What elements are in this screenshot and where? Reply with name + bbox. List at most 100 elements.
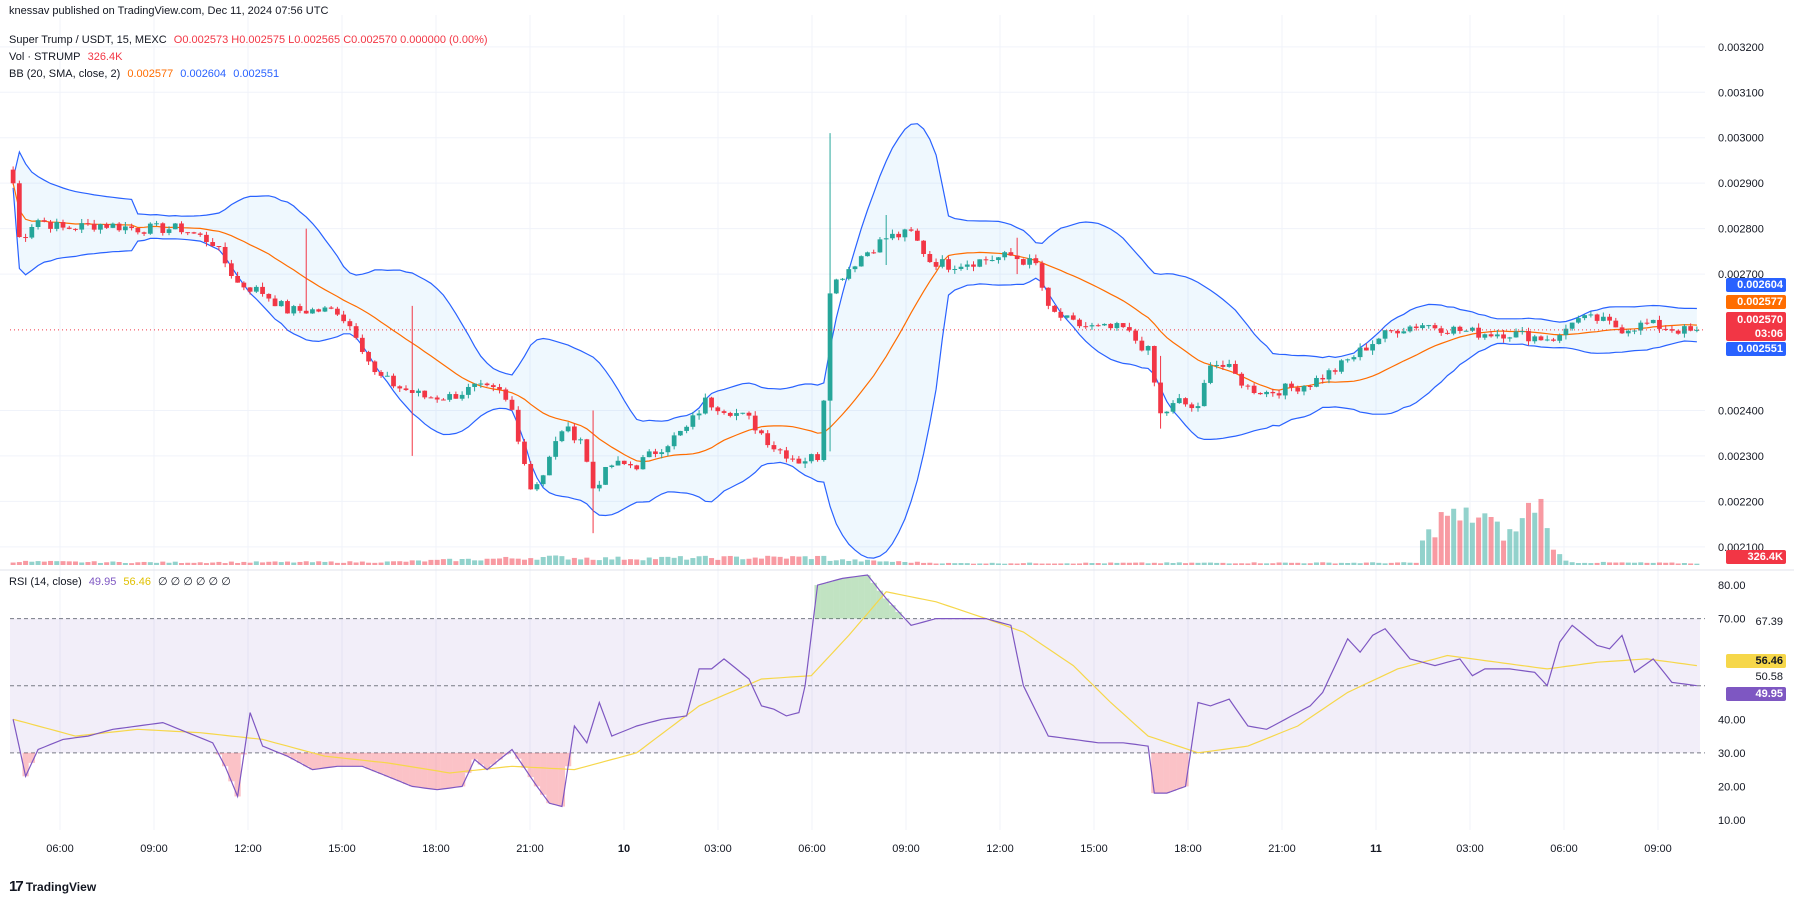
volume-bar: [372, 562, 378, 565]
candle-body: [840, 278, 845, 280]
symbol-label[interactable]: Super Trump / USDT, 15, MEXC: [9, 34, 167, 46]
candle-body: [1301, 385, 1307, 392]
volume-bar: [540, 557, 546, 565]
candle-body: [1376, 338, 1382, 345]
candle-body: [609, 465, 615, 468]
volume-bar: [384, 561, 390, 565]
volume-bar: [1363, 562, 1369, 565]
time-tick-label: 21:00: [516, 843, 544, 855]
volume-label[interactable]: Vol · STRUMP: [9, 51, 81, 63]
volume-bar: [1070, 563, 1076, 565]
candle-body: [709, 397, 714, 408]
rsi-oversold-fill: [558, 752, 566, 807]
volume-bar: [1276, 562, 1282, 565]
candle-body: [596, 484, 602, 489]
candle-body: [91, 223, 97, 230]
volume-bar: [509, 558, 515, 565]
volume-bar: [1145, 563, 1151, 565]
candle-body: [759, 430, 764, 434]
candle-body: [1657, 319, 1662, 329]
volume-bar: [1382, 563, 1388, 565]
volume-bar: [1426, 529, 1432, 565]
rsi-oversold-fill: [290, 752, 297, 760]
volume-bar: [889, 561, 895, 565]
bb-label[interactable]: BB (20, SMA, close, 2): [9, 68, 121, 80]
volume-bar: [91, 561, 97, 565]
candle-body: [1021, 259, 1026, 265]
candle-body: [509, 399, 515, 410]
candle-body: [808, 454, 814, 462]
candle-body: [858, 256, 864, 267]
candle-body: [453, 394, 459, 399]
volume-bar: [671, 557, 677, 565]
candle-body: [746, 412, 752, 416]
candle-body: [634, 465, 640, 470]
candle-body: [1470, 327, 1475, 331]
candle-body: [1494, 334, 1500, 337]
candle-body: [297, 306, 303, 311]
volume-bar: [615, 556, 621, 565]
candle-body: [247, 287, 253, 292]
candle-body: [1407, 326, 1413, 332]
candle-body: [347, 321, 353, 327]
volume-tag: 326.4K: [1726, 550, 1786, 564]
candle-body: [734, 413, 739, 416]
candle-body: [621, 460, 627, 465]
rsi-oversold-fill: [315, 752, 322, 769]
volume-bar: [871, 560, 877, 565]
volume-bar: [1494, 521, 1500, 565]
candle-body: [85, 223, 91, 225]
volume-bar: [459, 559, 465, 565]
volume-bar: [640, 560, 646, 565]
candle-body: [964, 264, 970, 267]
volume-bar: [952, 563, 958, 565]
candle-body: [777, 449, 783, 451]
volume-bar: [1401, 562, 1407, 565]
volume-bar: [179, 563, 184, 565]
candle-body: [1127, 327, 1132, 331]
candle-body: [1133, 330, 1138, 341]
rsi-oversold-fill: [303, 752, 310, 767]
candle-body: [908, 229, 914, 231]
rsi-oversold-fill: [390, 752, 397, 779]
candle-body: [291, 306, 297, 314]
candle-body: [1563, 328, 1569, 336]
candle-body: [397, 386, 403, 389]
volume-bar: [166, 562, 172, 565]
volume-bar: [322, 561, 328, 565]
tradingview-brand[interactable]: 17 TradingView: [9, 878, 96, 895]
candle-body: [1070, 315, 1076, 320]
candle-body: [29, 227, 35, 238]
rsi-oversold-fill: [334, 752, 341, 767]
rsi-oversold-fill: [552, 752, 559, 805]
volume-bar: [796, 556, 802, 565]
candle-body: [472, 383, 477, 387]
rsi-oversold-fill: [496, 752, 503, 760]
volume-bar: [347, 561, 353, 565]
volume-bar: [85, 562, 91, 565]
candle-body: [116, 223, 122, 231]
rsi-tick-label: 10.00: [1718, 815, 1746, 827]
rsi-label[interactable]: RSI (14, close): [9, 576, 82, 588]
volume-bar: [397, 561, 403, 565]
time-tick-label: 03:00: [704, 843, 732, 855]
volume-bar: [1538, 498, 1544, 565]
candle-body: [727, 412, 733, 416]
candle-body: [179, 223, 184, 233]
candle-body: [1395, 330, 1400, 334]
volume-bar: [122, 562, 128, 565]
volume-bar: [391, 561, 397, 565]
candle-body: [110, 223, 116, 228]
candle-body: [1576, 318, 1581, 323]
volume-bar: [534, 559, 540, 565]
volume-bar: [1632, 562, 1638, 565]
candle-body: [1613, 320, 1619, 328]
volume-bar: [48, 560, 54, 565]
rsi-oversold-fill: [296, 752, 304, 763]
time-tick-label: 06:00: [1550, 843, 1578, 855]
volume-bar: [79, 562, 85, 565]
candle-body: [1607, 316, 1612, 321]
rsi-overbought-fill: [870, 582, 877, 619]
rsi-oversold-fill: [421, 752, 428, 789]
